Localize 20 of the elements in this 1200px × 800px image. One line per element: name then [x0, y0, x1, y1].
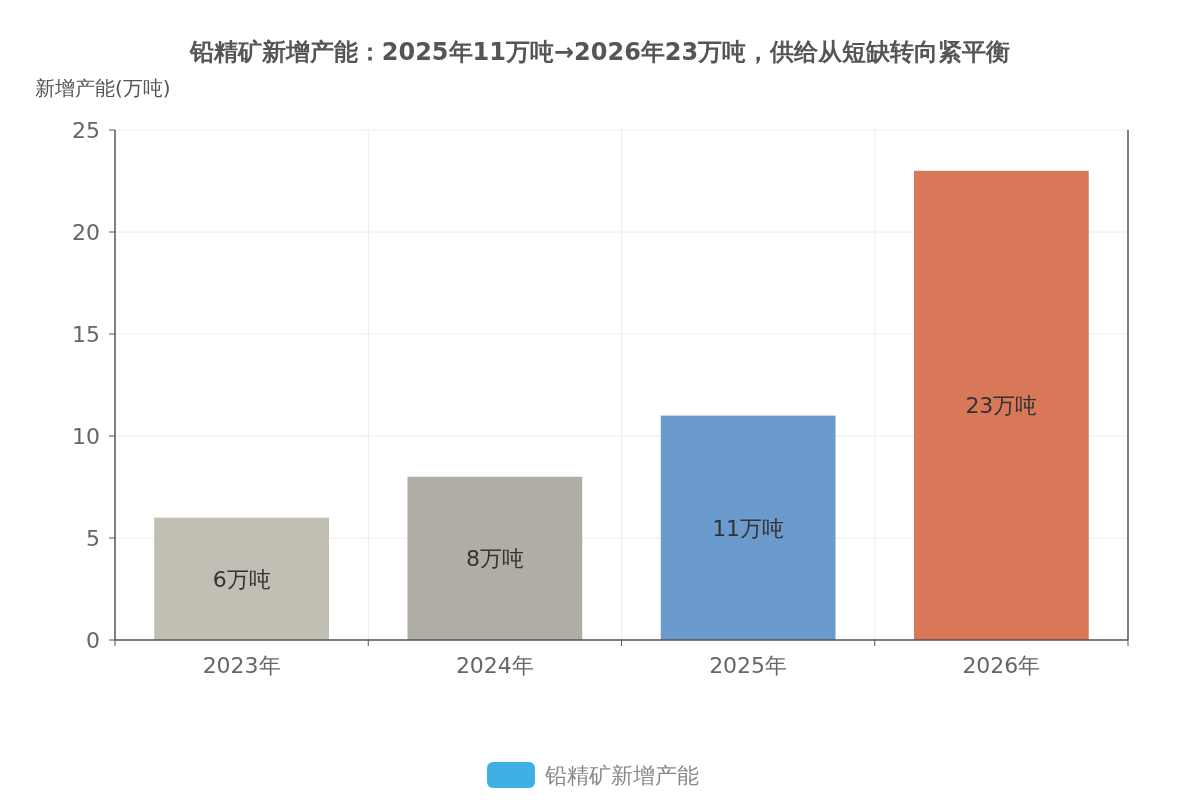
data-label: 6万吨 — [212, 566, 271, 592]
x-tick-label: 2026年 — [962, 653, 1041, 678]
x-tick-label: 2023年 — [202, 653, 281, 678]
y-tick-label: 20 — [72, 220, 100, 245]
bar — [914, 170, 1089, 640]
y-tick-label: 25 — [72, 118, 100, 143]
bar — [660, 415, 836, 640]
x-tick-label: 2024年 — [455, 653, 534, 678]
data-label: 23万吨 — [965, 393, 1038, 419]
data-label: 11万吨 — [712, 515, 785, 541]
chart-title: 铅精矿新增产能：2025年11万吨→2026年23万吨，供给从短缺转向紧平衡 — [188, 38, 1011, 66]
y-axis-title: 新增产能(万吨) — [35, 76, 171, 100]
y-tick-label: 15 — [72, 322, 100, 347]
x-tick-label: 2025年 — [709, 653, 788, 678]
y-tick-label: 5 — [86, 526, 100, 551]
y-tick-label: 10 — [72, 424, 100, 449]
bar — [407, 476, 583, 640]
data-label: 8万吨 — [465, 546, 524, 572]
y-tick-label: 0 — [86, 628, 100, 653]
bar — [154, 517, 329, 640]
